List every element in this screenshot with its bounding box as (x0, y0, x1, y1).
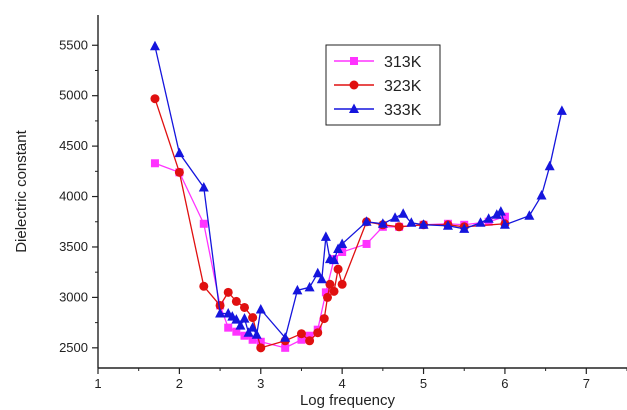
y-tick-label: 5500 (59, 37, 88, 52)
data-point-333K (390, 212, 401, 222)
x-tick-label: 6 (501, 376, 508, 391)
data-point-333K (459, 223, 470, 233)
data-point-313K (500, 212, 509, 221)
data-point-333K (292, 284, 303, 295)
y-axis-title: Dielectric constant (13, 129, 30, 252)
data-point-323K (329, 286, 339, 296)
data-point-333K (337, 238, 348, 248)
data-point-333K (406, 217, 417, 227)
data-point-333K (247, 322, 258, 332)
data-point-333K (239, 313, 250, 323)
legend: 313K 323K 333K (325, 44, 441, 126)
data-point-323K (313, 328, 323, 338)
data-point-333K (280, 332, 291, 342)
data-point-323K (239, 302, 249, 312)
data-point-323K (325, 279, 335, 289)
data-point-323K (319, 314, 329, 324)
data-point-323K (394, 222, 404, 232)
data-point-333K (556, 105, 567, 115)
y-tick-label: 4000 (59, 189, 88, 204)
data-point-333K (215, 308, 226, 318)
data-point-333K (312, 267, 323, 278)
y-tick-label: 5000 (59, 88, 88, 103)
axes: 1 2 3 4 5 6 7 2500 3000 3500 4000 4500 5000 5500 (59, 15, 627, 391)
data-point-323K (256, 343, 266, 353)
data-point-313K (248, 335, 257, 344)
y-tick-label: 2500 (59, 340, 88, 355)
legend-marker-313K (350, 57, 358, 65)
data-point-333K (304, 281, 315, 292)
data-point-333K (243, 327, 254, 337)
data-point-313K (256, 337, 265, 346)
data-point-323K (215, 300, 225, 310)
data-point-333K (418, 219, 429, 229)
x-tick-label: 5 (420, 376, 427, 391)
data-point-313K (232, 327, 241, 336)
data-point-323K (199, 281, 209, 291)
legend-marker-333K (349, 103, 359, 113)
data-point-313K (281, 343, 290, 352)
y-tick-label: 4500 (59, 138, 88, 153)
data-point-333K (198, 181, 209, 192)
data-point-333K (377, 218, 388, 228)
x-tick-label: 2 (176, 376, 183, 391)
data-point-333K (174, 147, 185, 158)
legend-label-323K: 323K (384, 78, 422, 95)
data-point-313K (297, 335, 306, 344)
data-point-323K (323, 292, 333, 302)
data-point-313K (321, 288, 330, 297)
data-point-323K (231, 296, 241, 306)
data-point-333K (544, 160, 555, 171)
data-point-323K (337, 279, 347, 289)
x-axis-title: Log frequency (300, 392, 396, 409)
data-point-333K (333, 243, 344, 253)
data-point-333K (231, 314, 242, 324)
data-point-333K (149, 40, 160, 51)
data-point-313K (199, 219, 208, 228)
data-point-333K (329, 254, 340, 265)
data-point-333K (320, 231, 331, 241)
data-point-323K (248, 313, 258, 323)
series-333K (149, 40, 567, 342)
data-point-313K (224, 323, 233, 332)
data-point-333K (499, 219, 510, 229)
data-point-333K (475, 217, 486, 227)
data-point-333K (361, 216, 372, 226)
data-point-323K (296, 329, 306, 339)
legend-label-333K: 333K (384, 102, 422, 119)
x-tick-label: 1 (94, 376, 101, 391)
data-point-333K (524, 210, 535, 220)
legend-marker-323K (349, 80, 359, 90)
data-point-313K (305, 331, 314, 340)
data-point-333K (398, 208, 409, 218)
data-point-333K (235, 320, 246, 330)
series-layer (149, 40, 567, 353)
data-point-333K (495, 206, 506, 216)
data-point-313K (362, 239, 371, 248)
data-point-333K (536, 190, 547, 200)
legend-label-313K: 313K (384, 54, 422, 71)
data-point-333K (255, 304, 266, 314)
data-point-313K (150, 159, 159, 168)
x-tick-label: 7 (583, 376, 590, 391)
data-point-333K (251, 329, 262, 339)
data-point-323K (305, 336, 315, 346)
data-point-323K (333, 264, 343, 274)
x-tick-label: 3 (257, 376, 264, 391)
y-tick-label: 3000 (59, 289, 88, 304)
data-point-333K (316, 273, 327, 284)
data-point-323K (174, 167, 184, 177)
y-tick-label: 3500 (59, 239, 88, 254)
data-point-333K (442, 220, 453, 230)
data-point-333K (483, 213, 494, 223)
x-tick-label: 4 (339, 376, 346, 391)
data-point-323K (150, 94, 160, 104)
data-point-323K (223, 287, 233, 297)
